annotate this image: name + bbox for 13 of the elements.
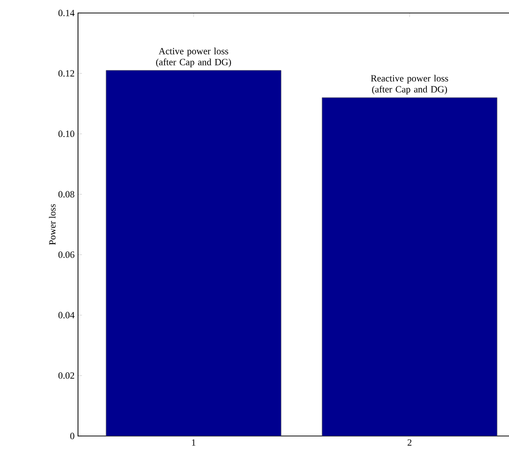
y-tick-label: 0.08	[58, 191, 74, 198]
y-tick-label: 0.06	[58, 251, 74, 258]
y-tick-label: 0.02	[58, 372, 74, 379]
y-tick-label: 0.04	[58, 312, 75, 318]
x-tick-label: 2	[408, 439, 412, 446]
annotation: Active power loss (after Cap and DG)	[156, 48, 231, 68]
annotation: Reactive power loss (after Cap and DG)	[370, 74, 448, 94]
y-tick-label: 0.14	[58, 10, 75, 16]
y-tick-label: 0.12	[58, 70, 74, 77]
x-tick-label: 1	[192, 439, 196, 446]
y-tick-label: 0.10	[58, 130, 74, 138]
y-tick-label: 0	[70, 432, 74, 440]
y-axis-title: Power loss	[48, 204, 56, 245]
